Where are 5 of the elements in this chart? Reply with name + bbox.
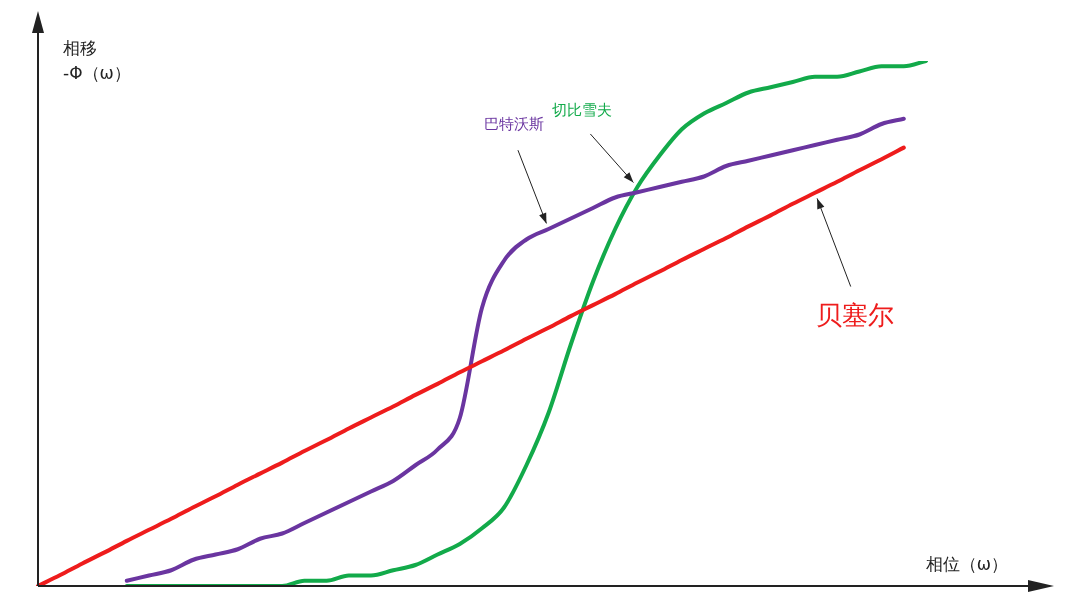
x-axis-title: 相位（ω）	[925, 554, 1008, 574]
text: 巴特沃斯	[483, 115, 544, 134]
y-axis-title: 相移 -Φ（ω）	[63, 38, 131, 83]
text: 切比雪夫	[552, 101, 613, 120]
text: 贝塞尔	[816, 299, 894, 330]
